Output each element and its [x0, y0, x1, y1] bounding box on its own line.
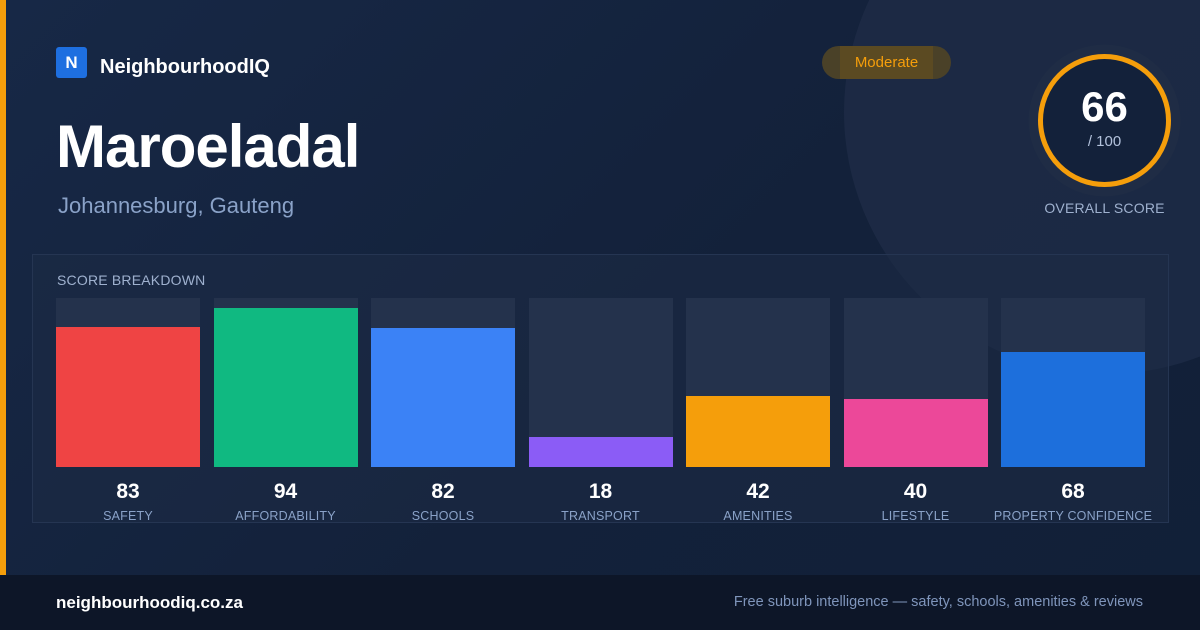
score-bar-label: SAFETY [103, 509, 153, 523]
score-bar-track [686, 298, 830, 467]
score-bar-fill [371, 328, 515, 467]
score-bar-track [843, 298, 988, 467]
score-bar-label: TRANSPORT [561, 509, 640, 523]
score-bar-schools: 82 SCHOOLS [371, 298, 515, 524]
footer: neighbourhoodiq.co.za Free suburb intell… [0, 575, 1200, 630]
overall-score-label: OVERALL SCORE [1044, 200, 1165, 216]
score-bar-value: 18 [588, 480, 613, 503]
score-bar-label: PROPERTY CONFIDENCE [993, 509, 1153, 523]
score-bar-fill [1001, 352, 1145, 467]
score-bar-fill [213, 308, 358, 467]
score-ring-graphic [1028, 44, 1181, 197]
overall-score-max: / 100 [1087, 133, 1122, 150]
score-bar-fill [56, 327, 200, 467]
score-bar-safety: 83 SAFETY [56, 298, 200, 524]
score-bar-fill [686, 396, 830, 467]
score-bar-value: 83 [116, 480, 140, 503]
rating-badge: Moderate [822, 46, 951, 79]
score-bar-property-confidence: 68 PROPERTY CONFIDENCE [994, 298, 1152, 524]
footer-tagline: Free suburb intelligence — safety, schoo… [733, 594, 1143, 610]
score-bar-value: 42 [746, 480, 770, 503]
score-bar-value: 94 [273, 480, 298, 503]
rating-badge-label: Moderate [854, 54, 919, 71]
overall-score-ring: 66 / 100 [1028, 44, 1181, 197]
suburb-name: Maroeladal [56, 113, 360, 180]
score-bar-label: SCHOOLS [411, 509, 475, 523]
score-bar-amenities: 42 AMENITIES [686, 298, 830, 524]
score-bar-track [56, 298, 200, 467]
score-bar-value: 68 [1061, 480, 1085, 503]
accent-bar [0, 0, 6, 575]
score-bar-lifestyle: 40 LIFESTYLE [843, 298, 988, 524]
score-bar-track [371, 298, 515, 467]
score-bar-fill [843, 399, 988, 467]
overall-score-value: 66 [1081, 83, 1128, 130]
score-bar-fill [528, 437, 673, 467]
score-bar-value: 82 [431, 480, 455, 503]
score-bar-value: 40 [903, 480, 928, 503]
score-breakdown-panel: SCORE BREAKDOWN 83 SAFETY 94 AFFORDABILITY 8… [32, 254, 1169, 523]
score-bar-track [528, 298, 673, 467]
score-bar-label: LIFESTYLE [881, 509, 950, 523]
score-bar-label: AMENITIES [723, 509, 793, 523]
score-bar-transport: 18 TRANSPORT [528, 298, 673, 524]
brand-logo-icon: N [56, 47, 87, 78]
score-bar-track [1001, 298, 1145, 467]
brand-name: NeighbourhoodIQ [100, 56, 270, 78]
suburb-location: Johannesburg, Gauteng [58, 193, 295, 218]
score-ring-stroke [1038, 54, 1171, 187]
score-bar-track [213, 298, 358, 467]
score-breakdown-title: SCORE BREAKDOWN [57, 272, 206, 288]
footer-url: neighbourhoodiq.co.za [56, 593, 243, 612]
score-bar-affordability: 94 AFFORDABILITY [213, 298, 358, 524]
brand: N NeighbourhoodIQ [56, 46, 270, 79]
score-bar-label: AFFORDABILITY [235, 509, 336, 523]
